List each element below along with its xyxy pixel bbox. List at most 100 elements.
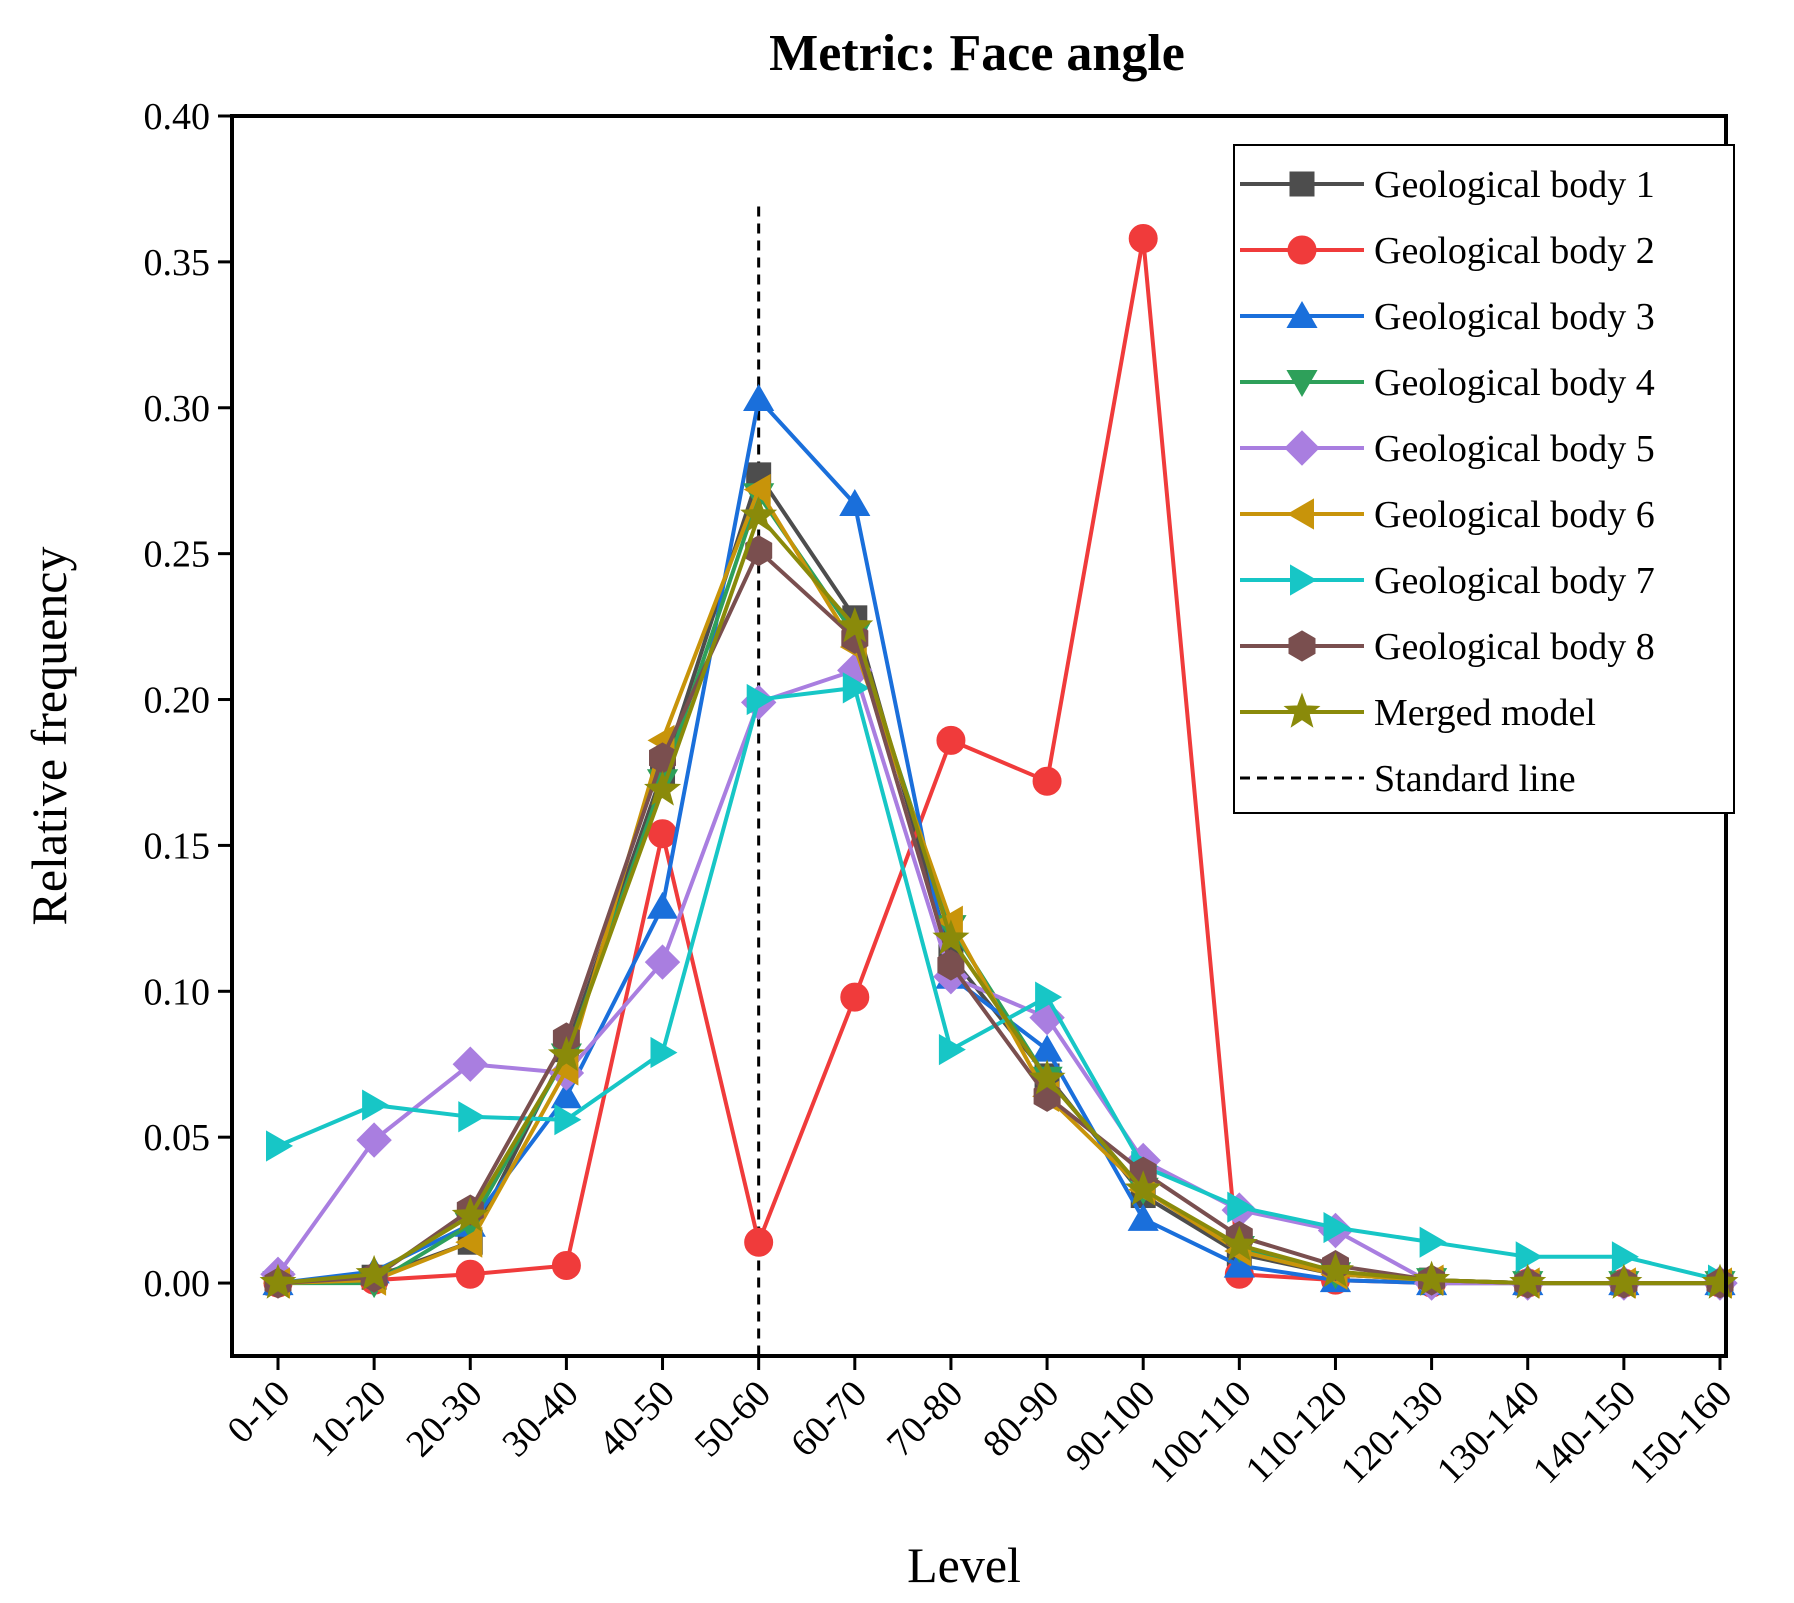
legend-marker (1288, 630, 1316, 662)
data-point (648, 819, 678, 849)
x-tick-label: 110-120 (1238, 1373, 1356, 1491)
data-point (938, 1034, 966, 1066)
x-tick-label: 130-140 (1429, 1373, 1548, 1492)
data-point (356, 1122, 392, 1158)
x-tick-label: 50-60 (687, 1373, 779, 1465)
legend-item: Geological body 6 (1240, 494, 1655, 536)
data-point (936, 725, 966, 755)
y-tick-label: 0.25 (144, 534, 211, 576)
data-point (451, 1196, 489, 1232)
legend-label: Standard line (1374, 758, 1576, 800)
x-tick-label: 70-80 (879, 1373, 971, 1465)
legend-label: Geological body 7 (1374, 560, 1655, 602)
data-point (1128, 224, 1158, 254)
data-point (744, 1227, 774, 1257)
series-line (277, 513, 1720, 1286)
series-9 (259, 496, 1739, 1299)
data-point (644, 770, 682, 806)
data-point (740, 496, 778, 532)
legend-label: Geological body 4 (1374, 362, 1655, 404)
data-point (745, 535, 773, 567)
y-tick-label: 0.05 (144, 1117, 211, 1159)
legend-item: Geological body 2 (1240, 230, 1655, 272)
data-point (1419, 1226, 1447, 1258)
x-tick-label: 80-90 (975, 1373, 1067, 1465)
data-point (1413, 1260, 1451, 1296)
legend-marker (1287, 235, 1317, 265)
legend-marker (1283, 692, 1321, 728)
data-point (1227, 1191, 1255, 1223)
data-point (1605, 1263, 1643, 1299)
data-point (1223, 1250, 1255, 1278)
y-tick-label: 0.20 (144, 680, 211, 722)
y-axis-title: Relative frequency (21, 547, 77, 926)
y-tick-label: 0.15 (144, 825, 211, 867)
x-tick-label: 140-150 (1525, 1373, 1644, 1492)
data-point (1701, 1263, 1739, 1299)
data-point (1220, 1225, 1258, 1261)
legend-label: Geological body 8 (1374, 626, 1655, 668)
series-7 (266, 672, 1735, 1296)
legend-label: Geological body 1 (1374, 164, 1655, 206)
data-point (743, 473, 771, 506)
x-tick-label: 40-50 (591, 1373, 683, 1465)
legend-label: Geological body 6 (1374, 494, 1655, 536)
x-tick-label: 20-30 (398, 1373, 490, 1465)
y-tick-label: 0.00 (144, 1263, 211, 1305)
y-tick-label: 0.10 (144, 971, 211, 1013)
data-point (1611, 1241, 1639, 1273)
legend-label: Geological body 5 (1374, 428, 1655, 470)
data-point (1316, 1251, 1354, 1288)
legend-marker (1286, 498, 1314, 530)
data-point (1509, 1263, 1547, 1299)
data-point (840, 982, 870, 1012)
data-point (836, 607, 874, 643)
legend-item: Merged model (1240, 692, 1596, 734)
legend-item: Geological body 8 (1240, 626, 1655, 668)
x-axis-title: Level (907, 1537, 1021, 1593)
series-layer (259, 224, 1739, 1301)
legend-item: Geological body 7 (1240, 560, 1655, 602)
x-tick-label: 10-20 (302, 1373, 394, 1465)
data-point (1515, 1241, 1543, 1273)
x-tick-label: 150-160 (1621, 1373, 1740, 1492)
data-point (1323, 1212, 1351, 1244)
data-point (455, 1226, 483, 1258)
data-point (362, 1089, 390, 1121)
legend-label: Geological body 2 (1374, 230, 1655, 272)
chart-title: Metric: Face angle (769, 25, 1185, 82)
data-point (355, 1254, 393, 1291)
x-tick-label: 0-10 (219, 1373, 298, 1452)
data-point (1127, 1203, 1159, 1231)
x-tick-label: 100-110 (1141, 1373, 1259, 1491)
series-line (277, 685, 1721, 1283)
legend-marker (1284, 430, 1320, 466)
legend-label: Merged model (1374, 692, 1596, 734)
data-point (1032, 766, 1062, 796)
legend: Geological body 1 Geological body 2 Geolog… (1233, 144, 1735, 814)
data-point (839, 488, 871, 516)
legend-box (1233, 144, 1735, 814)
data-point (932, 919, 970, 955)
y-tick-label: 0.30 (144, 388, 211, 430)
x-axis: 0-10 10-20 20-30 30-40 40-50 50-60 60-70 70-80 8… (219, 1356, 1740, 1492)
data-point (547, 1036, 585, 1072)
legend-item: Geological body 5 (1240, 428, 1655, 470)
y-axis: 0.00 0.05 0.10 0.15 0.20 0.25 0.30 0.35 0.40 (144, 96, 232, 1305)
data-point (1124, 1170, 1162, 1206)
legend-item: Geological body 1 (1240, 164, 1655, 206)
legend-marker (1290, 564, 1318, 596)
legend-marker (1286, 370, 1318, 398)
y-tick-label: 0.35 (144, 242, 211, 284)
data-point (1028, 1059, 1066, 1095)
data-point (266, 1130, 293, 1162)
legend-marker (1289, 171, 1315, 197)
data-point (259, 1263, 297, 1299)
data-point (743, 384, 775, 411)
data-point (650, 1036, 678, 1069)
data-point (452, 1046, 489, 1082)
data-point (746, 683, 774, 716)
legend-marker (1286, 300, 1318, 328)
data-point (646, 891, 679, 919)
